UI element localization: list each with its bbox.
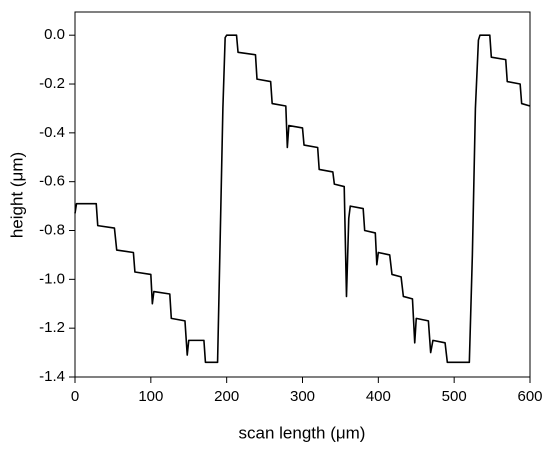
y-axis-title: height (μm) bbox=[7, 152, 26, 238]
x-tick-label: 500 bbox=[442, 388, 467, 405]
y-tick-label: -0.4 bbox=[39, 124, 65, 141]
plot-frame bbox=[74, 11, 531, 378]
x-tick-label: 0 bbox=[71, 388, 79, 405]
x-tick-label: 400 bbox=[366, 388, 391, 405]
y-tick-label: -1.4 bbox=[39, 368, 65, 385]
y-tick-label: -1.2 bbox=[39, 319, 65, 336]
data-line bbox=[74, 34, 531, 364]
x-tick-label: 100 bbox=[138, 388, 163, 405]
y-tick-label: -0.2 bbox=[39, 75, 65, 92]
y-tick-label: -0.8 bbox=[39, 221, 65, 238]
y-tick-label: -1.0 bbox=[39, 270, 65, 287]
x-tick-label: 200 bbox=[214, 388, 239, 405]
y-tick-label: -0.6 bbox=[39, 173, 65, 190]
y-tick-label: 0.0 bbox=[44, 26, 65, 43]
x-tick-label: 600 bbox=[517, 388, 542, 405]
x-tick-label: 300 bbox=[290, 388, 315, 405]
x-axis-title: scan length (μm) bbox=[239, 423, 366, 442]
